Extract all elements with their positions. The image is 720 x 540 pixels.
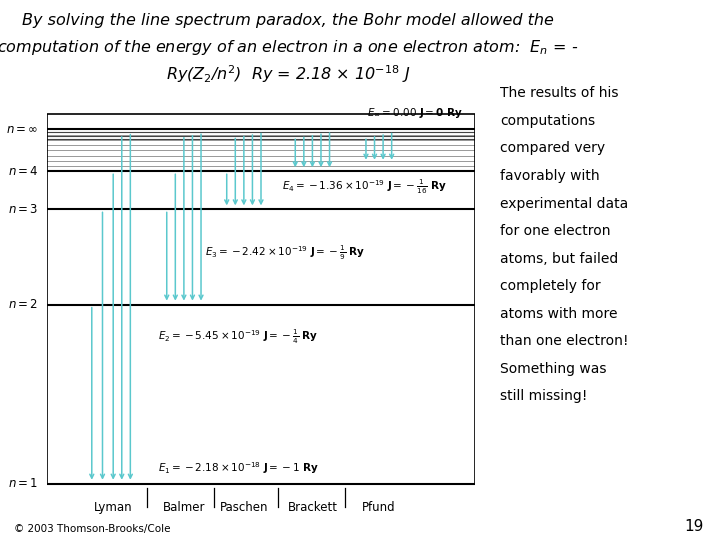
Text: $E_4 = -1.36 \times 10^{-19}\ \mathbf{J} = -\frac{1}{16}\ \mathbf{Ry}$: $E_4 = -1.36 \times 10^{-19}\ \mathbf{J}… <box>282 177 447 196</box>
Text: Paschen: Paschen <box>220 501 268 514</box>
Text: computation of the energy of an electron in a one electron atom:  $E_n$ = -: computation of the energy of an electron… <box>0 38 579 57</box>
Text: still missing!: still missing! <box>500 389 588 403</box>
Text: Lyman: Lyman <box>94 501 132 514</box>
Text: favorably with: favorably with <box>500 169 600 183</box>
Text: experimental data: experimental data <box>500 197 629 211</box>
Text: By solving the line spectrum paradox, the Bohr model allowed the: By solving the line spectrum paradox, th… <box>22 14 554 29</box>
Text: The results of his: The results of his <box>500 86 619 100</box>
Text: atoms with more: atoms with more <box>500 307 618 321</box>
Text: $E_2 = -5.45 \times 10^{-19}\ \mathbf{J} = -\frac{1}{4}\ \mathbf{Ry}$: $E_2 = -5.45 \times 10^{-19}\ \mathbf{J}… <box>158 328 318 346</box>
Text: Pfund: Pfund <box>362 501 395 514</box>
Text: Ry($Z_2$/n$^2$)  Ry = 2.18 $\times$ 10$^{-18}$ J: Ry($Z_2$/n$^2$) Ry = 2.18 $\times$ 10$^{… <box>166 64 410 85</box>
Text: Brackett: Brackett <box>287 501 338 514</box>
Text: © 2003 Thomson-Brooks/Cole: © 2003 Thomson-Brooks/Cole <box>14 523 171 534</box>
Text: Something was: Something was <box>500 362 607 376</box>
Text: Balmer: Balmer <box>163 501 205 514</box>
Text: 19: 19 <box>685 518 704 534</box>
Text: $n = 3$: $n = 3$ <box>8 203 38 216</box>
Text: $n = \infty$: $n = \infty$ <box>6 123 38 136</box>
Text: than one electron!: than one electron! <box>500 334 629 348</box>
Text: $n = 4$: $n = 4$ <box>7 165 38 178</box>
Text: atoms, but failed: atoms, but failed <box>500 252 618 266</box>
Text: $E_\infty = 0.00\ \mathbf{J} = \mathbf{0\ Ry}$: $E_\infty = 0.00\ \mathbf{J} = \mathbf{0… <box>366 106 462 120</box>
Text: completely for: completely for <box>500 279 601 293</box>
Text: $n = 2$: $n = 2$ <box>8 298 38 311</box>
Text: for one electron: for one electron <box>500 224 611 238</box>
Text: computations: computations <box>500 114 595 128</box>
Text: $n = 1$: $n = 1$ <box>8 477 38 490</box>
Text: $E_3 = -2.42 \times 10^{-19}\ \mathbf{J} = -\frac{1}{9}\ \mathbf{Ry}$: $E_3 = -2.42 \times 10^{-19}\ \mathbf{J}… <box>205 244 366 262</box>
Text: $E_1 = -2.18 \times 10^{-18}\ \mathbf{J} = -1\ \mathbf{Ry}$: $E_1 = -2.18 \times 10^{-18}\ \mathbf{J}… <box>158 461 319 476</box>
Text: compared very: compared very <box>500 141 606 156</box>
